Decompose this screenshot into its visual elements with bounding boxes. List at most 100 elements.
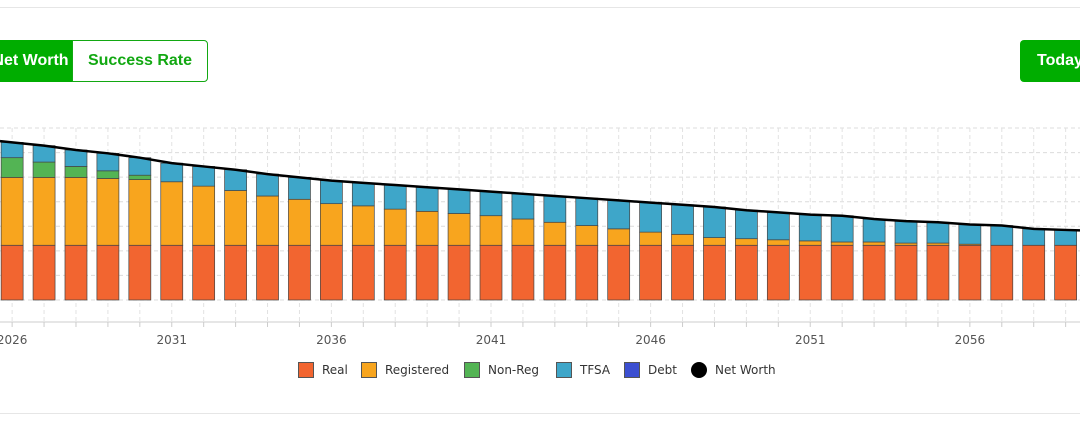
bar-segment-tfsa <box>766 212 790 241</box>
bar-segment-registered <box>607 228 631 246</box>
legend-swatch-registered <box>361 362 377 378</box>
legend-item-net-worth[interactable]: Net Worth <box>691 360 776 380</box>
bar-segment-tfsa <box>447 189 471 214</box>
bar-segment-registered <box>64 177 88 246</box>
bar-segment-real <box>639 244 662 301</box>
bar-segment-real <box>447 244 471 301</box>
bar-segment-real <box>958 244 982 301</box>
bar-segment-registered <box>288 198 311 246</box>
bar-segment-registered <box>224 190 247 246</box>
bar-segment-real <box>926 244 950 301</box>
bar-segment-tfsa <box>479 191 503 217</box>
bar-segment-registered <box>383 208 407 246</box>
bar-segment-real <box>735 244 758 301</box>
bar-segment-real <box>160 244 184 301</box>
bar-segment-registered <box>671 233 694 246</box>
legend-item-real[interactable]: Real <box>298 360 348 380</box>
legend-item-nonreg[interactable]: Non-Reg <box>464 360 539 380</box>
bar-segment-real <box>990 244 1014 301</box>
net-worth-toggle-button[interactable]: Net Worth <box>0 40 73 82</box>
bar-segment-real <box>320 244 343 301</box>
bar-segment-registered <box>766 239 790 246</box>
bar-segment-tfsa <box>383 184 407 210</box>
bar-segment-tfsa <box>798 214 822 242</box>
legend-item-debt[interactable]: Debt <box>624 360 677 380</box>
bar-segment-real <box>0 244 24 301</box>
bar-segment-tfsa <box>320 180 343 205</box>
bar-segment-nonreg <box>32 161 56 178</box>
bar-segment-real <box>288 244 311 301</box>
bar-segment-registered <box>192 185 216 246</box>
bar-segment-real <box>894 244 918 301</box>
bar-segment-real <box>671 244 694 301</box>
bar-segment-real <box>798 244 822 301</box>
bar-segment-real <box>543 244 567 301</box>
bar-segment-tfsa <box>0 142 24 159</box>
chart-legend: Real Registered Non-Reg TFSA Debt Net Wo… <box>0 360 1080 380</box>
bar-segment-tfsa <box>958 224 982 245</box>
bar-segment-tfsa <box>830 215 854 243</box>
legend-swatch-net-worth <box>691 362 707 378</box>
legend-label-tfsa: TFSA <box>580 363 611 377</box>
bar-segment-registered <box>511 218 535 246</box>
bar-segment-real <box>32 244 56 301</box>
bar-segment-real <box>192 244 216 301</box>
bar-segment-tfsa <box>639 202 662 233</box>
bar-segment-registered <box>862 241 886 246</box>
today-button[interactable]: Today <box>1020 40 1080 82</box>
bar-segment-tfsa <box>543 195 567 223</box>
bar-segment-tfsa <box>1022 228 1046 246</box>
bar-segment-real <box>511 244 535 301</box>
bar-segment-registered <box>0 177 24 246</box>
top-divider <box>0 7 1080 8</box>
bar-segment-registered <box>320 203 343 246</box>
bar-segment-tfsa <box>160 162 184 183</box>
bar-segment-registered <box>543 221 567 246</box>
bar-segment-real <box>1022 244 1046 301</box>
bar-segment-real <box>224 244 247 301</box>
bar-segment-tfsa <box>926 221 950 244</box>
legend-label-nonreg: Non-Reg <box>488 363 540 377</box>
bar-segment-real <box>830 244 854 301</box>
bar-segment-registered <box>160 181 184 246</box>
bottom-divider <box>0 413 1080 414</box>
legend-label-registered: Registered <box>385 363 450 377</box>
legend-item-tfsa[interactable]: TFSA <box>556 360 610 380</box>
bar-segment-registered <box>32 177 56 246</box>
bar-segment-registered <box>256 195 279 246</box>
legend-swatch-tfsa <box>556 362 572 378</box>
bar-segment-real <box>862 244 886 301</box>
bar-segment-registered <box>830 241 854 246</box>
bar-segment-real <box>64 244 88 301</box>
bar-segment-tfsa <box>415 186 439 212</box>
x-tick-label: 2056 <box>955 333 986 347</box>
success-rate-toggle-button[interactable]: Success Rate <box>72 40 208 82</box>
x-tick-label: 2026 <box>0 333 27 347</box>
bar-segment-registered <box>415 210 439 246</box>
bar-segment-tfsa <box>288 177 311 200</box>
x-tick-label: 2051 <box>795 333 826 347</box>
bar-segment-real <box>415 244 439 301</box>
bar-segment-real <box>607 244 631 301</box>
legend-swatch-nonreg <box>464 362 480 378</box>
bar-segment-real <box>128 244 152 301</box>
bar-segment-registered <box>703 237 726 246</box>
bar-segment-tfsa <box>256 173 279 197</box>
bar-segment-nonreg <box>64 166 88 178</box>
bar-segment-tfsa <box>862 218 886 243</box>
bar-segment-real <box>256 244 279 301</box>
bar-segment-real <box>96 244 120 301</box>
x-tick-label: 2031 <box>156 333 187 347</box>
bar-segment-real <box>766 244 790 301</box>
bar-segment-tfsa <box>990 225 1014 246</box>
bar-segment-nonreg <box>0 157 24 178</box>
bar-segment-tfsa <box>607 200 631 230</box>
bar-segment-tfsa <box>575 197 599 226</box>
bar-segment-tfsa <box>224 169 247 191</box>
legend-item-registered[interactable]: Registered <box>361 360 449 380</box>
bar-segment-tfsa <box>735 209 758 240</box>
bar-segment-tfsa <box>32 145 56 163</box>
x-tick-label: 2046 <box>635 333 666 347</box>
net-worth-line <box>0 139 1080 232</box>
